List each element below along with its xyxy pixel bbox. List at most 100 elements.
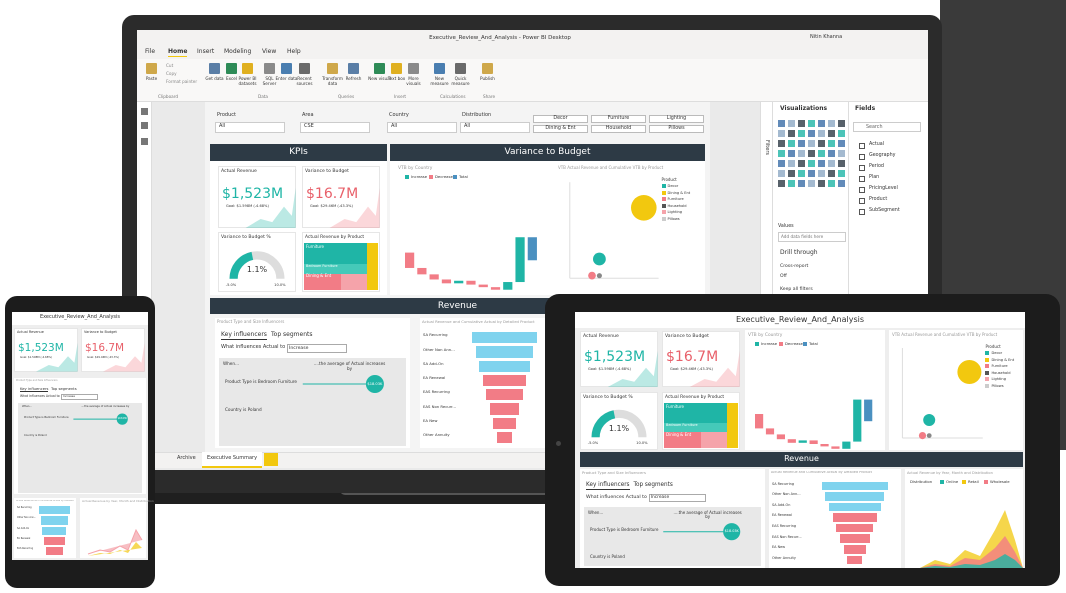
- ribbon-icon: [374, 63, 385, 74]
- ribbon-icon: [434, 63, 445, 74]
- pane-label: Cross-report: [780, 264, 809, 269]
- shape: [776, 434, 785, 440]
- viz-icon: [808, 140, 815, 147]
- dropdown: Increase: [289, 345, 309, 351]
- shape: [229, 251, 254, 280]
- treemap-cell: [366, 243, 378, 290]
- shape: [809, 440, 818, 444]
- table-icon: [859, 198, 865, 204]
- slicer-item: Dining & Ent: [545, 126, 576, 131]
- gauge-max: 10.0%: [274, 283, 286, 287]
- filter-box: [460, 122, 530, 133]
- table-icon: [859, 143, 865, 149]
- when: When...: [223, 361, 240, 366]
- card: [662, 331, 740, 387]
- bubble: $18.03K: [367, 382, 383, 386]
- chart-title: VTB by Country: [748, 333, 783, 338]
- slicer-button: [649, 125, 704, 133]
- card-goal: Goal: $29.46M (-43.3%): [670, 366, 713, 371]
- viz-icon: [818, 130, 825, 137]
- bubble: $18.03K: [724, 528, 739, 533]
- ribbon-icon: [264, 63, 275, 74]
- dropdown: Increase: [62, 394, 75, 399]
- ribbon-icon: [327, 63, 338, 74]
- viz-icon: [828, 120, 835, 127]
- funnel-bar: [486, 389, 523, 401]
- ribbon-button: Text box: [387, 76, 406, 81]
- legend-item: Decor: [661, 184, 678, 189]
- viz-icon: [788, 130, 795, 137]
- treemap-label: Furniture: [306, 244, 324, 249]
- ribbon-button: Paste: [145, 76, 158, 81]
- influence-bar: [663, 523, 741, 541]
- card-value: $1,523M: [18, 342, 64, 355]
- viz-icon: [808, 160, 815, 167]
- viz-icon: [818, 170, 825, 177]
- plot-area: [219, 358, 406, 446]
- ribbon-button: Excel: [225, 76, 238, 81]
- gauge-min: -5.0%: [587, 441, 599, 446]
- shape: [820, 444, 829, 447]
- factor2: Country is Poland: [225, 407, 262, 412]
- treemap-cell: [664, 423, 727, 433]
- funnel-label: Other Annuity: [423, 432, 450, 438]
- viz-icon: [838, 140, 845, 147]
- bubble: $18.03K: [117, 416, 127, 420]
- menu-bar: [137, 45, 928, 59]
- viz-icon: [808, 180, 815, 187]
- shape: [515, 237, 525, 283]
- shape: [926, 433, 932, 438]
- ribbon-group: Calculations: [440, 94, 466, 99]
- viz-icon: [788, 120, 795, 127]
- card-title: Actual Revenue: [583, 334, 619, 339]
- ribbon-icon: [408, 63, 419, 74]
- when: When...: [588, 509, 604, 515]
- table-icon: [859, 187, 865, 193]
- viz-icon: [828, 140, 835, 147]
- treemap-label: Dining & Ent: [666, 432, 692, 438]
- viz-icon: [778, 160, 785, 167]
- ribbon-icon: [226, 63, 237, 74]
- chart-title: Actual Revenue by Year, Month and Distri…: [907, 471, 993, 475]
- funnel-bar: [489, 403, 520, 415]
- ribbon-icon: [209, 63, 220, 74]
- card-area: [103, 343, 145, 372]
- dropdown: [287, 344, 347, 353]
- viz-icon: [838, 180, 845, 187]
- legend-item: Household: [661, 203, 687, 208]
- funnel-label: SA Add-On: [423, 360, 444, 366]
- viz-icon: [828, 160, 835, 167]
- slicer-item: Furniture: [607, 116, 630, 121]
- drop-zone: [778, 232, 846, 242]
- viz-icon: [828, 150, 835, 157]
- waterfall: [755, 399, 873, 449]
- dropdown: Increase: [650, 495, 670, 501]
- waterfall: [405, 237, 537, 290]
- pane-title: Fields: [855, 105, 876, 112]
- tab: Top segments: [633, 482, 673, 489]
- filter-box: [387, 122, 457, 133]
- legend-item: Retail: [962, 479, 979, 485]
- funnel-bar: [843, 545, 867, 554]
- factor2: Country is Poland: [24, 433, 47, 437]
- card-area: [329, 187, 380, 228]
- card: [218, 232, 296, 292]
- viz-icon: [818, 150, 825, 157]
- funnel-bar: [38, 506, 70, 515]
- factor1: Product Type is Bedroom Furniture: [590, 526, 659, 532]
- shape: [329, 187, 380, 228]
- funnel-bar: [43, 536, 65, 545]
- treemap-title: Actual Revenue by Product: [665, 395, 725, 400]
- treemap-label: Bedroom Furniture: [306, 264, 338, 269]
- shape: [441, 279, 452, 284]
- funnel-label: EA Renewal: [772, 513, 792, 518]
- question: What influences Actual to: [20, 393, 60, 398]
- pane-filters: Filters: [763, 140, 770, 155]
- card-goal: Goal: $1.598M (-4.68%): [226, 203, 269, 208]
- legend-item: Wholesale: [984, 479, 1010, 485]
- kpi-header: [210, 144, 387, 161]
- ribbon-group: Insert: [394, 94, 407, 99]
- viz-icon: [778, 140, 785, 147]
- funnel-bar: [829, 502, 881, 512]
- funnel-label: Other Non Ann...: [772, 492, 801, 497]
